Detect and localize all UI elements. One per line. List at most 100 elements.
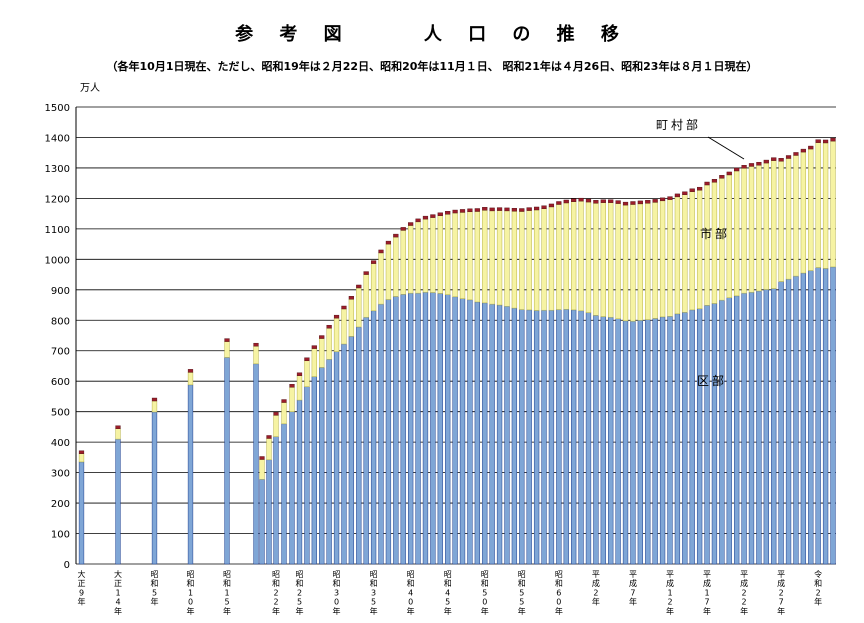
bar-chouson-2007 bbox=[719, 175, 725, 179]
y-tick-label: 0 bbox=[64, 560, 70, 571]
bar-chouson-1999 bbox=[659, 197, 666, 202]
bar-ku-1990 bbox=[593, 315, 599, 565]
bar-ku-2018 bbox=[800, 272, 807, 565]
bar-shi-2003 bbox=[689, 191, 695, 311]
bar-ku-1989 bbox=[585, 312, 592, 565]
bar-ku-1965 bbox=[407, 292, 414, 565]
bar-chouson-1956 bbox=[341, 305, 347, 310]
bar-ku-1940 bbox=[224, 357, 230, 565]
x-tick-label: 平成 1 2 年 bbox=[666, 570, 674, 616]
bar-chouson-1951 bbox=[304, 357, 310, 361]
bar-shi-2010 bbox=[741, 167, 747, 294]
bar-shi-1956 bbox=[341, 308, 347, 345]
bar-shi-1979 bbox=[511, 210, 518, 309]
bar-chouson-1944 bbox=[253, 342, 259, 347]
x-tick-label: 平成 2 年 bbox=[592, 570, 600, 607]
bar-chouson-1985 bbox=[556, 201, 562, 205]
bar-shi-1949 bbox=[289, 387, 295, 412]
bar-ku-2009 bbox=[734, 295, 740, 565]
x-tick-label: 平成 2 2 年 bbox=[740, 570, 748, 616]
bar-shi-1987 bbox=[571, 201, 577, 311]
bar-ku-1920 bbox=[78, 461, 85, 565]
bar-shi-1965 bbox=[407, 225, 414, 294]
bar-shi-1977 bbox=[496, 210, 503, 306]
bar-ku-1955 bbox=[333, 351, 340, 565]
bar-chouson-1981 bbox=[526, 207, 532, 211]
bar-shi-1992 bbox=[608, 202, 614, 318]
bar-ku-1962 bbox=[385, 299, 392, 565]
bar-shi-1930 bbox=[151, 400, 158, 413]
bar-shi-1999 bbox=[659, 200, 666, 318]
bar-shi-2001 bbox=[674, 196, 681, 315]
x-tick-label: 昭和 2 5 年 bbox=[296, 570, 304, 616]
bar-ku-1993 bbox=[615, 318, 621, 565]
bar-chouson-2000 bbox=[667, 196, 673, 200]
bar-ku-2022 bbox=[830, 266, 836, 565]
bar-chouson-2016 bbox=[785, 155, 792, 159]
bar-chouson-1947 bbox=[273, 412, 279, 416]
bar-chouson-2009 bbox=[734, 167, 740, 172]
bar-chouson-1946 bbox=[266, 435, 272, 439]
bar-ku-2010 bbox=[741, 292, 747, 565]
bar-ku-1946 bbox=[266, 459, 272, 565]
x-tick-label: 昭和 3 5 年 bbox=[370, 570, 378, 616]
y-tick-label: 700 bbox=[51, 347, 70, 358]
x-tick-label: 昭和 3 0 年 bbox=[333, 570, 341, 616]
bar-ku-2021 bbox=[822, 268, 829, 565]
x-tick-label: 昭和 1 0 年 bbox=[187, 570, 195, 616]
bar-chouson-1971 bbox=[452, 209, 458, 214]
y-tick-label: 400 bbox=[51, 438, 70, 449]
bar-chouson-1949 bbox=[289, 384, 295, 388]
bar-shi-2020 bbox=[815, 142, 821, 268]
bar-ku-1973 bbox=[467, 299, 473, 565]
bar-ku-1951 bbox=[304, 386, 310, 565]
bar-chouson-1988 bbox=[578, 197, 584, 202]
bar-chouson-2022 bbox=[830, 137, 836, 142]
bar-ku-1998 bbox=[652, 318, 658, 565]
bar-chouson-1979 bbox=[511, 207, 517, 212]
bar-shi-1920 bbox=[78, 453, 85, 463]
bar-ku-1948 bbox=[281, 423, 287, 565]
bar-shi-1950 bbox=[296, 375, 303, 401]
bar-ku-2012 bbox=[756, 290, 762, 565]
bar-shi-1998 bbox=[652, 202, 658, 319]
bar-chouson-1957 bbox=[348, 296, 354, 300]
x-tick-label: 平成 1 7 年 bbox=[703, 570, 711, 616]
bar-shi-1997 bbox=[645, 203, 651, 320]
bar-chouson-1986 bbox=[563, 199, 569, 204]
bar-chouson-2019 bbox=[808, 145, 814, 150]
bar-ku-1980 bbox=[519, 309, 525, 565]
bar-chouson-1991 bbox=[600, 199, 606, 203]
x-tick-label: 大正 9 年 bbox=[78, 569, 86, 607]
bar-ku-1954 bbox=[326, 359, 332, 565]
bar-chouson-1977 bbox=[496, 207, 503, 211]
bar-chouson-1984 bbox=[548, 203, 555, 208]
bar-ku-1987 bbox=[571, 309, 577, 565]
bar-chouson-1948 bbox=[281, 399, 287, 403]
bar-shi-2004 bbox=[696, 189, 703, 309]
bar-chouson-1967 bbox=[422, 215, 429, 220]
bar-shi-1972 bbox=[459, 212, 466, 299]
bar-shi-2011 bbox=[748, 166, 755, 293]
bar-chouson-2011 bbox=[748, 163, 755, 167]
bar-ku-1992 bbox=[608, 316, 614, 565]
bar-shi-1975 bbox=[482, 210, 488, 304]
bar-chouson-2014 bbox=[771, 157, 777, 161]
bar-shi-2022 bbox=[830, 140, 836, 268]
bar-shi-1981 bbox=[526, 210, 532, 311]
bar-chouson-2018 bbox=[800, 148, 806, 153]
bar-ku-1970 bbox=[445, 294, 451, 565]
bar-chouson-1968 bbox=[430, 214, 436, 218]
bar-ku-1957 bbox=[348, 336, 355, 565]
bar-ku-1947 bbox=[273, 436, 279, 565]
series-label-shi: 市部 bbox=[700, 226, 730, 241]
bar-chouson-1958 bbox=[356, 284, 362, 289]
bar-ku-1969 bbox=[437, 293, 443, 565]
bar-chouson-1994 bbox=[622, 201, 629, 206]
bar-ku-1950 bbox=[296, 399, 303, 565]
bar-ku-1982 bbox=[533, 310, 540, 565]
bar-chouson-2003 bbox=[689, 188, 695, 192]
bar-chouson-1982 bbox=[534, 206, 540, 211]
bar-ku-1978 bbox=[504, 306, 510, 565]
bar-ku-1961 bbox=[378, 303, 384, 565]
